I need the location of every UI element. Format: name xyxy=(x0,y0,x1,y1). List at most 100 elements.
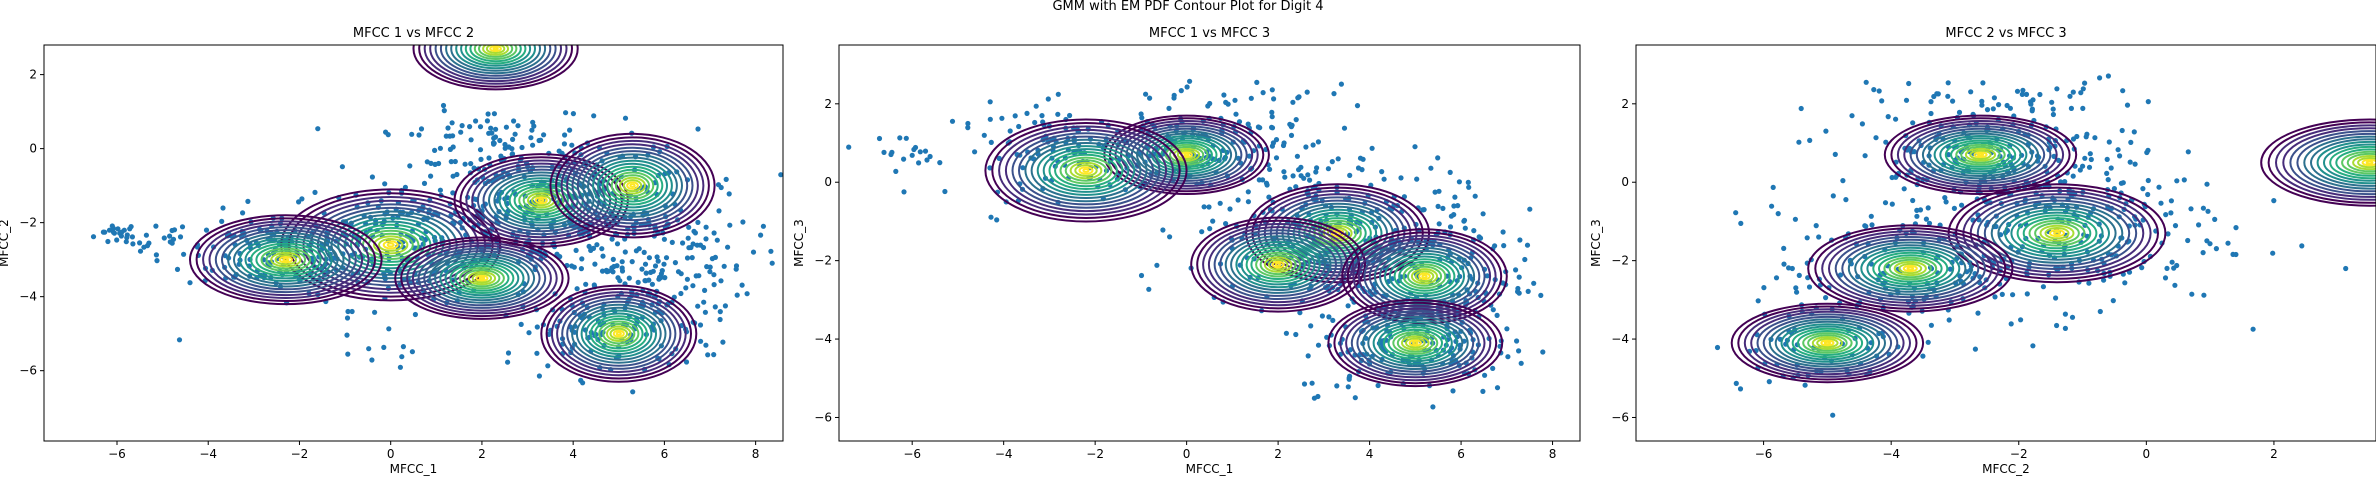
data-point xyxy=(760,223,767,229)
data-point xyxy=(484,118,490,124)
data-point xyxy=(569,263,575,269)
data-point xyxy=(663,255,670,261)
data-point xyxy=(769,260,775,266)
data-point xyxy=(909,152,915,158)
contour-line xyxy=(540,284,698,383)
contour-line xyxy=(1230,238,1327,292)
plot-area xyxy=(846,78,1546,410)
data-point xyxy=(2074,133,2080,140)
data-point xyxy=(2131,129,2137,135)
data-point xyxy=(734,292,740,298)
data-point xyxy=(629,259,635,265)
data-point xyxy=(758,232,764,238)
data-point xyxy=(1436,188,1442,194)
data-point xyxy=(105,238,111,245)
contour-line xyxy=(1791,327,1864,359)
data-point xyxy=(382,181,388,187)
data-point xyxy=(2188,206,2194,212)
data-point xyxy=(510,118,517,124)
data-point xyxy=(2080,86,2086,92)
data-point xyxy=(1911,149,1917,155)
data-point xyxy=(1282,174,1288,180)
x-tick-label: 4 xyxy=(569,447,577,461)
x-axis-label: MFCC_1 xyxy=(390,462,438,476)
data-point xyxy=(1032,119,1038,126)
contour-line xyxy=(439,257,525,299)
contour-line xyxy=(220,229,351,291)
data-point xyxy=(1207,100,1213,107)
contour-line xyxy=(2329,145,2376,180)
y-tick-label: −6 xyxy=(19,364,37,378)
data-point xyxy=(704,264,710,270)
contour-line xyxy=(2365,160,2374,165)
data-point xyxy=(344,315,351,321)
contour-line xyxy=(1213,229,1343,301)
data-point xyxy=(1925,205,1931,211)
x-tick-label: 6 xyxy=(661,447,669,461)
data-point xyxy=(416,132,422,138)
contour-line xyxy=(1962,189,2152,277)
data-point xyxy=(1269,143,1275,149)
contour-line xyxy=(550,291,687,377)
data-point xyxy=(591,113,597,119)
contour-line xyxy=(622,179,643,193)
contour-line xyxy=(1271,260,1285,269)
contour-line xyxy=(1898,262,1923,275)
data-point xyxy=(1837,272,1844,278)
data-point xyxy=(2007,105,2013,111)
data-point xyxy=(2105,177,2111,183)
contour-line xyxy=(1267,258,1289,271)
contour-line xyxy=(400,239,564,318)
data-point xyxy=(409,131,415,137)
data-point xyxy=(528,135,534,141)
data-point xyxy=(1925,339,1931,345)
data-point xyxy=(1354,103,1361,109)
contour-line xyxy=(602,323,636,345)
contour-line xyxy=(1866,249,1955,288)
contour-line xyxy=(537,198,545,203)
data-point xyxy=(1794,289,1800,295)
data-point xyxy=(922,148,929,154)
data-point xyxy=(1781,245,1787,251)
contour-line xyxy=(469,45,522,63)
data-point xyxy=(219,218,225,224)
contour-line xyxy=(1382,326,1448,360)
data-point xyxy=(445,125,451,131)
data-point xyxy=(1379,169,1385,175)
data-point xyxy=(100,229,106,235)
data-point xyxy=(888,151,894,158)
data-point xyxy=(2172,282,2178,288)
data-point xyxy=(680,240,686,246)
x-tick-label: 8 xyxy=(1549,447,1557,461)
data-point xyxy=(646,277,652,283)
data-point xyxy=(716,208,722,214)
data-point xyxy=(2019,91,2025,97)
data-point xyxy=(154,258,160,264)
data-point xyxy=(988,139,994,145)
data-point xyxy=(432,161,438,167)
data-point xyxy=(649,281,656,287)
subplot-1: −6 −4 −2 0 2 4 6 8 −6 −4 −2 0 2 MFCC 1 vs MFCC 2 MFCC_… xyxy=(0,26,784,476)
data-point xyxy=(684,276,691,282)
data-point xyxy=(1290,99,1296,105)
data-point xyxy=(1330,317,1336,323)
data-point xyxy=(2124,102,2131,108)
data-point xyxy=(1504,326,1510,332)
data-point xyxy=(678,271,684,277)
data-point xyxy=(1435,155,1441,161)
contour-line xyxy=(1379,249,1470,303)
data-point xyxy=(90,234,97,240)
data-point xyxy=(981,132,987,138)
data-point xyxy=(491,111,497,117)
contour-line xyxy=(1950,141,2011,168)
data-point xyxy=(1016,123,1022,130)
data-point xyxy=(349,308,355,315)
data-point xyxy=(534,324,540,330)
contour-line xyxy=(1774,320,1881,366)
data-point xyxy=(1946,317,1952,323)
contour-line xyxy=(1976,196,2138,270)
contour-line xyxy=(2034,222,2080,245)
data-point xyxy=(965,120,971,127)
data-point xyxy=(949,118,956,124)
contour-line xyxy=(1392,331,1439,355)
